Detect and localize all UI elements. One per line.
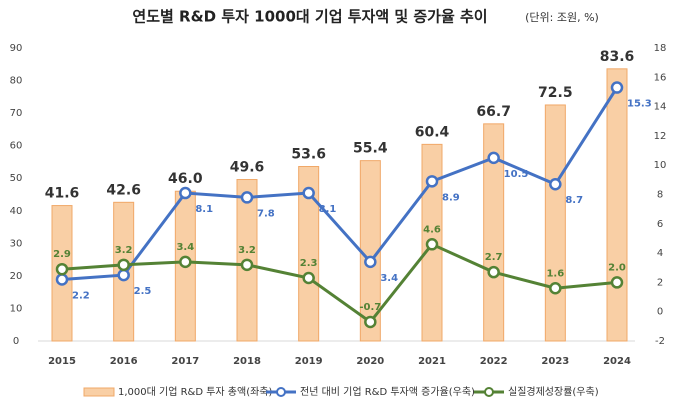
y2-tick-label: 14 [654,102,667,113]
point [425,175,439,188]
legend-swatch [276,387,286,397]
y-tick-label: 70 [10,108,23,119]
legend-swatch [484,387,494,397]
y2-tick-label: 4 [657,248,663,259]
point-label: 3.4 [380,273,398,284]
bar-label: 41.6 [45,186,80,202]
point [179,186,192,200]
point-label: 3.2 [238,245,256,256]
point-label: 3.4 [176,242,194,253]
point [55,273,69,286]
y-tick-label: 0 [13,336,19,347]
point-label: 2.7 [485,252,503,263]
x-tick-label: 2018 [233,356,261,367]
y2-tick-label: 18 [654,43,667,54]
point [302,271,315,285]
bar [544,104,566,342]
y2-tick-label: 8 [657,190,663,201]
point [549,282,562,295]
bar-label: 60.4 [415,124,450,140]
point [610,81,624,94]
y-tick-label: 40 [10,206,23,217]
x-tick-label: 2016 [110,356,138,367]
x-tick-label: 2024 [603,356,631,367]
bar-label: 66.7 [476,104,511,120]
point-label: 2.2 [72,290,90,301]
point-label: 15.3 [627,99,652,110]
point-label: 8.9 [442,192,460,203]
y2-tick-label: 10 [654,160,667,171]
y2-tick-label: 2 [657,277,663,288]
point [240,191,254,204]
legend-label: 전년 대비 기업 R&D 투자액 증가율(우축) [300,385,475,398]
legend-label: 실질경제성장률(우축) [508,385,599,398]
bar [606,68,628,342]
legend-swatch [83,387,115,397]
bar-label: 53.6 [291,147,326,163]
y-tick-label: 60 [10,141,23,152]
y2-tick-label: 6 [657,219,663,230]
point-label: 8.1 [319,204,337,215]
point [240,258,254,272]
point-label: 2.3 [300,258,318,269]
y-tick-label: 30 [10,238,23,249]
point [364,315,377,329]
y-tick-label: 10 [10,303,23,314]
x-tick-label: 2021 [418,356,446,367]
y2-tick-label: 16 [654,72,667,83]
y-tick-label: 50 [10,173,23,184]
point [55,262,69,276]
line [61,242,618,325]
x-tick-label: 2015 [48,356,76,367]
point [425,238,439,251]
x-tick-label: 2019 [295,356,323,367]
point [117,268,130,282]
point-label: 10.5 [504,169,529,180]
x-tick-label: 2022 [480,356,508,367]
bar-label: 42.6 [106,182,141,198]
point-label: 4.6 [423,224,441,235]
point-label: 7.8 [257,208,275,219]
point-label: 2.5 [134,286,152,297]
point [487,151,500,165]
point [487,265,500,279]
bar [298,166,320,342]
x-tick-label: 2017 [171,356,199,367]
y-tick-label: 80 [10,76,23,87]
bar-label: 72.5 [538,85,573,101]
point-label: 3.2 [115,245,133,256]
point-label: 2.0 [608,262,626,273]
point-label: -0.7 [359,302,381,313]
point [302,186,315,200]
legend-label: 1,000대 기업 R&D 투자 총액(좌축) [118,385,272,398]
x-tick-label: 2020 [356,356,384,367]
point [364,255,377,269]
chart-title: 연도별 R&D 투자 1000대 기업 투자액 및 증가율 추이 [132,8,487,26]
y2-tick-label: -2 [655,336,665,347]
point [549,177,562,191]
bar-label: 83.6 [600,49,635,65]
point-label: 8.7 [565,195,583,206]
y-tick-label: 20 [10,271,23,282]
bar-label: 49.6 [230,160,265,176]
bar-label: 55.4 [353,141,388,157]
y2-tick-label: 0 [657,307,663,318]
point [179,255,192,269]
point [610,276,624,289]
point-label: 8.1 [195,204,213,215]
bar [483,123,505,342]
point-label: 2.9 [53,249,71,260]
point-label: 1.6 [546,268,564,279]
bar-label: 46.0 [168,171,203,187]
y-tick-label: 90 [10,43,23,54]
point [117,258,130,272]
x-tick-label: 2023 [541,356,569,367]
chart-subtitle: (단위: 조원, %) [525,11,599,24]
y2-tick-label: 12 [654,131,667,142]
line [61,86,619,281]
